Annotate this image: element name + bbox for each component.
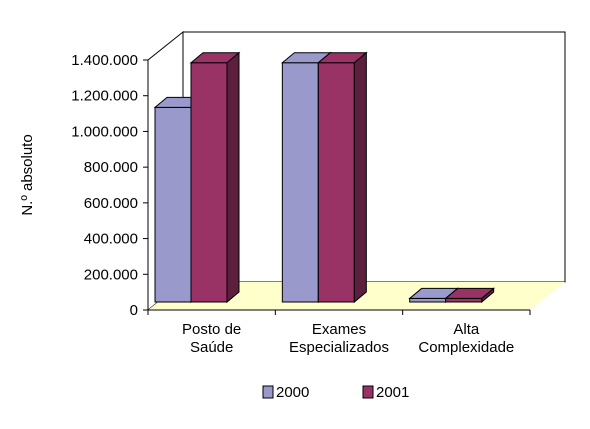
category-label: Alta Complexidade (418, 321, 514, 356)
legend-label: 2000 (276, 384, 309, 401)
bar-2000 (281, 62, 319, 303)
bar-2001 (317, 62, 355, 303)
y-axis-label: N.º absoluto (19, 134, 36, 215)
back-wall (182, 31, 566, 283)
y-tick-label: 1.400.000 (71, 52, 138, 69)
bar-2000 (409, 297, 447, 303)
bar-2001 (190, 62, 228, 303)
bar-side-2001 (353, 51, 367, 304)
bar-2001 (445, 297, 483, 303)
category-label: Posto de Saúde (182, 321, 241, 356)
y-tick-label: 1.000.000 (71, 123, 138, 140)
y-tick-label: 600.000 (84, 195, 138, 212)
y-tick-label: 200.000 (84, 266, 138, 283)
legend-label: 2001 (376, 384, 409, 401)
bar-side-2001 (226, 51, 240, 304)
bar-2000 (154, 106, 192, 303)
y-tick-label: 1.200.000 (71, 88, 138, 105)
category-label: Exames Especializados (289, 321, 389, 356)
y-tick-label: 0 (130, 302, 138, 319)
bar-side-2001 (481, 287, 495, 304)
y-tick-label: 400.000 (84, 231, 138, 248)
legend-swatch-2001 (362, 385, 374, 399)
legend-swatch-2000 (262, 385, 274, 399)
y-tick-label: 800.000 (84, 159, 138, 176)
